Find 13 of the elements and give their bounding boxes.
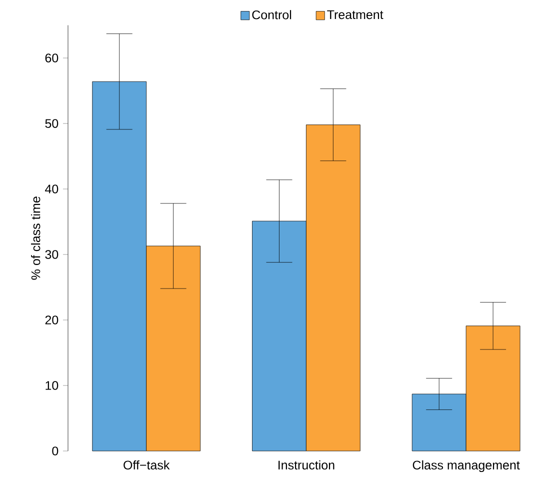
- y-tick-label: 50: [45, 119, 58, 128]
- y-tick-label: 0: [52, 446, 58, 456]
- x-tick-label: Class management: [412, 460, 520, 472]
- y-axis-title: % of class time: [31, 196, 40, 280]
- y-tick-label: 40: [45, 184, 58, 194]
- y-tick-label: 20: [45, 316, 58, 324]
- legend-label: Treatment: [327, 10, 384, 20]
- x-tick-label: Off−task: [124, 460, 170, 470]
- y-tick-label: 60: [45, 54, 58, 62]
- y-tick-label: 10: [46, 381, 58, 390]
- x-tick-label: Instruction: [278, 460, 334, 470]
- legend-label: Control: [252, 10, 292, 20]
- y-tick-label: 30: [45, 250, 58, 259]
